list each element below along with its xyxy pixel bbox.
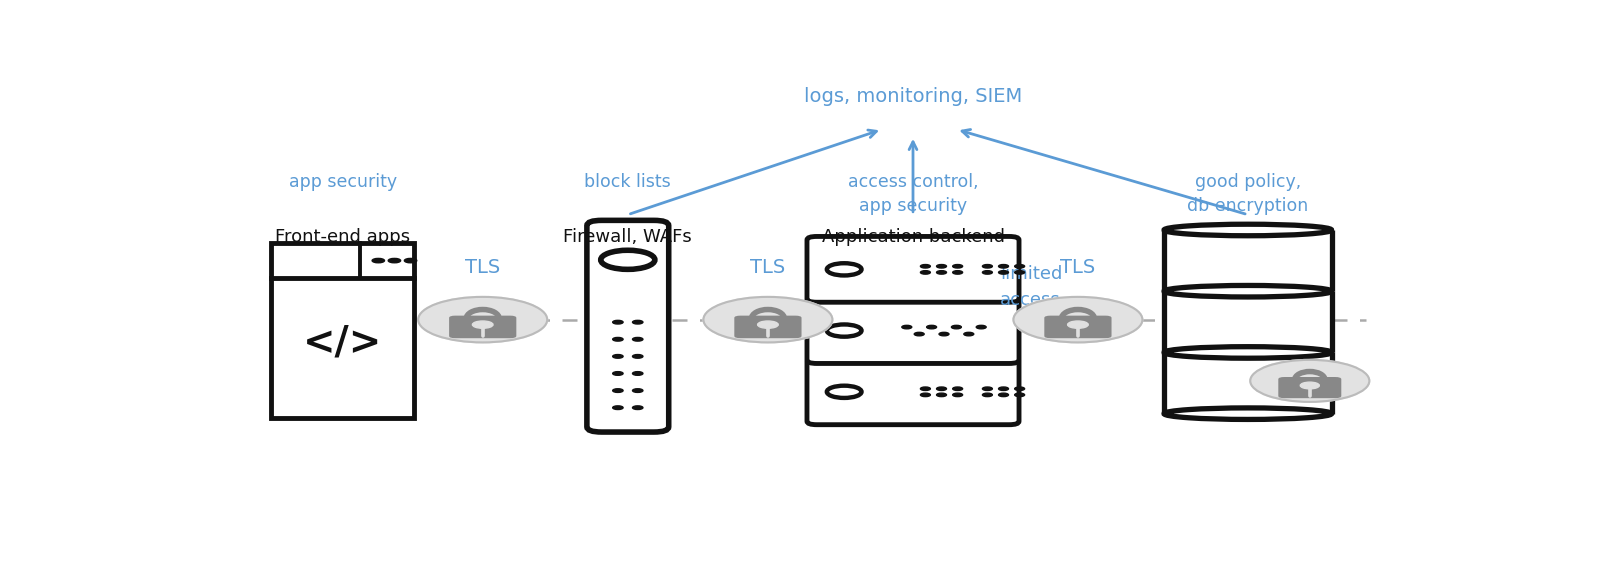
Circle shape <box>976 325 986 329</box>
Circle shape <box>613 371 622 375</box>
Text: </>: </> <box>302 324 382 362</box>
Text: access control,: access control, <box>848 173 978 191</box>
Circle shape <box>952 325 962 329</box>
Circle shape <box>632 371 643 375</box>
Circle shape <box>939 332 949 336</box>
Circle shape <box>758 321 778 328</box>
Circle shape <box>920 265 930 268</box>
Circle shape <box>1067 321 1088 328</box>
Circle shape <box>405 258 416 263</box>
Circle shape <box>1013 297 1142 343</box>
FancyBboxPatch shape <box>272 243 414 418</box>
FancyBboxPatch shape <box>806 298 1019 364</box>
FancyBboxPatch shape <box>587 220 669 432</box>
Circle shape <box>613 389 622 392</box>
Text: limited
access: limited access <box>1000 265 1062 309</box>
Text: Database: Database <box>1205 228 1291 245</box>
Circle shape <box>936 271 947 274</box>
Circle shape <box>902 325 912 329</box>
Circle shape <box>998 393 1008 396</box>
FancyBboxPatch shape <box>450 316 517 338</box>
Text: good policy,: good policy, <box>1195 173 1301 191</box>
Circle shape <box>936 265 947 268</box>
Text: block lists: block lists <box>584 173 670 191</box>
Circle shape <box>632 389 643 392</box>
FancyBboxPatch shape <box>1165 352 1331 414</box>
Circle shape <box>632 406 643 410</box>
Text: Application backend: Application backend <box>821 228 1005 245</box>
Text: Firewall, WAFs: Firewall, WAFs <box>563 228 693 245</box>
Circle shape <box>998 387 1008 390</box>
Circle shape <box>914 332 925 336</box>
Text: app security: app security <box>288 173 397 191</box>
Text: TLS: TLS <box>1061 258 1096 277</box>
Circle shape <box>472 321 493 328</box>
Circle shape <box>926 325 936 329</box>
Text: Front-end apps: Front-end apps <box>275 228 410 245</box>
Circle shape <box>920 393 930 396</box>
Circle shape <box>982 271 992 274</box>
Circle shape <box>952 271 963 274</box>
Ellipse shape <box>1165 346 1331 358</box>
Circle shape <box>632 354 643 358</box>
Circle shape <box>998 271 1008 274</box>
Circle shape <box>952 265 963 268</box>
Circle shape <box>613 320 622 324</box>
FancyBboxPatch shape <box>806 236 1019 302</box>
Circle shape <box>1014 271 1024 274</box>
Circle shape <box>920 271 930 274</box>
Ellipse shape <box>1165 408 1331 419</box>
FancyBboxPatch shape <box>1165 291 1331 352</box>
FancyBboxPatch shape <box>734 316 802 338</box>
Circle shape <box>1014 387 1024 390</box>
Circle shape <box>827 386 861 398</box>
Circle shape <box>920 387 930 390</box>
Circle shape <box>827 263 861 275</box>
Circle shape <box>1250 360 1370 402</box>
Circle shape <box>418 297 547 343</box>
Circle shape <box>1014 393 1024 396</box>
Circle shape <box>613 354 622 358</box>
Circle shape <box>632 337 643 341</box>
Text: app security: app security <box>859 197 966 215</box>
Circle shape <box>827 324 861 337</box>
Ellipse shape <box>1165 224 1331 236</box>
Text: TLS: TLS <box>466 258 501 277</box>
Text: logs, monitoring, SIEM: logs, monitoring, SIEM <box>803 87 1022 106</box>
Text: TLS: TLS <box>750 258 786 277</box>
FancyBboxPatch shape <box>1165 230 1331 291</box>
Circle shape <box>704 297 832 343</box>
FancyBboxPatch shape <box>1278 377 1341 398</box>
FancyBboxPatch shape <box>1045 316 1112 338</box>
Circle shape <box>600 250 654 269</box>
Text: db encryption: db encryption <box>1187 197 1309 215</box>
Circle shape <box>936 393 947 396</box>
Circle shape <box>952 387 963 390</box>
Circle shape <box>936 387 947 390</box>
Circle shape <box>632 320 643 324</box>
Circle shape <box>982 265 992 268</box>
Circle shape <box>982 387 992 390</box>
Circle shape <box>613 406 622 410</box>
Circle shape <box>373 258 384 263</box>
Circle shape <box>389 258 400 263</box>
Circle shape <box>613 337 622 341</box>
Circle shape <box>1014 265 1024 268</box>
Circle shape <box>1301 382 1320 389</box>
Ellipse shape <box>1165 286 1331 297</box>
Circle shape <box>982 393 992 396</box>
Circle shape <box>998 265 1008 268</box>
Circle shape <box>952 393 963 396</box>
Circle shape <box>963 332 974 336</box>
FancyBboxPatch shape <box>806 359 1019 425</box>
